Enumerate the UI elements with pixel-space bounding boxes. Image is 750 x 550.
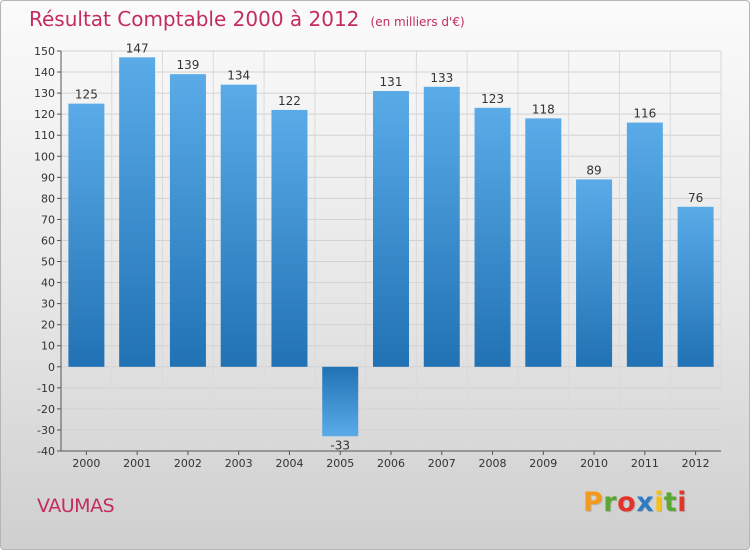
logo-letter: t [663,487,678,518]
y-tick-label: -20 [37,403,55,416]
value-label: 147 [126,41,149,55]
x-tick-label: 2000 [72,457,100,470]
value-label: 122 [278,94,301,108]
logo-letter: o [617,487,637,518]
logo-letter: x [636,487,655,518]
label-layer: 125 147 139 134 122 -33 131 133 123 118 89 116 76 [75,41,703,452]
value-label: 116 [633,107,656,121]
bar-2004 [271,109,308,367]
bar-2011 [626,122,663,367]
y-tick-label: -40 [37,445,55,458]
y-tick-label: 0 [48,361,55,374]
y-tick-label: 60 [41,234,55,247]
x-tick-label: 2012 [682,457,710,470]
logo-letter: r [603,487,618,518]
y-tick-label: 70 [41,213,55,226]
chart-title: Résultat Comptable 2000 à 2012 (en milli… [29,7,465,31]
y-tick-label: 40 [41,277,55,290]
x-tick-label: 2001 [123,457,151,470]
y-tick-label: 110 [34,129,55,142]
bar-2003 [220,84,257,367]
bar-2010 [576,179,613,367]
x-tick-label: 2011 [631,457,659,470]
x-tick-label: 2004 [275,457,303,470]
chart-title-text: Résultat Comptable 2000 à 2012 [29,7,360,31]
y-tick-label: -30 [37,424,55,437]
y-tick-label: 120 [34,108,55,121]
logo-letter: i [677,487,688,518]
value-label: 76 [688,191,703,205]
bar-2007 [423,86,460,367]
x-tick-label: 2003 [225,457,253,470]
y-tick-label: 30 [41,298,55,311]
chart-unit-note: (en milliers d'€) [370,15,465,29]
bar-2000 [68,103,105,367]
x-tick-label: 2010 [580,457,608,470]
bar-2008 [474,107,511,367]
bar-2006 [373,91,409,367]
logo-letter: i [654,487,664,518]
y-tick-label: 20 [41,319,55,332]
value-label: 125 [75,88,98,102]
y-tick-label: 10 [41,340,55,353]
y-tick-label: 130 [34,87,55,100]
value-label: 133 [430,71,453,85]
x-tick-label: 2006 [377,457,405,470]
value-label: -33 [330,438,350,452]
commune-name: VAUMAS [37,495,115,517]
y-tick-label: -10 [37,382,55,395]
y-tick-label: 150 [34,45,55,58]
bar-2005 [322,366,359,437]
proxiti-logo[interactable]: Proxiti [583,487,687,518]
value-label: 139 [176,58,199,72]
bar-2001 [119,57,156,367]
y-tick-label: 50 [41,256,55,269]
bar-2012 [677,206,714,367]
bar-2002 [169,74,206,367]
x-tick-label: 2002 [174,457,202,470]
value-label: 134 [227,69,250,83]
y-tick-label: 80 [41,192,55,205]
x-tick-label: 2007 [428,457,456,470]
logo-letter: P [583,487,604,518]
value-label: 89 [586,163,601,177]
x-tick-label: 2008 [479,457,507,470]
x-tick-label: 2005 [326,457,354,470]
value-label: 123 [481,92,504,106]
bar-2009 [525,118,562,367]
axis-layer: 1501401301201101009080706050403020100-10… [34,45,721,470]
bar-layer [68,57,714,437]
y-tick-label: 140 [34,66,55,79]
y-tick-label: 100 [34,150,55,163]
value-label: 118 [532,102,555,116]
value-label: 131 [380,75,403,89]
x-tick-label: 2009 [529,457,557,470]
y-tick-label: 90 [41,171,55,184]
